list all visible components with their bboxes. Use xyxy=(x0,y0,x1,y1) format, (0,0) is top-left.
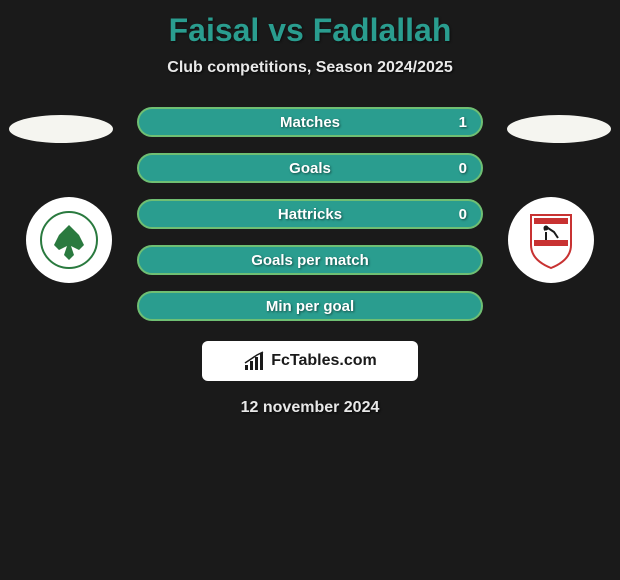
player-head-right xyxy=(507,115,611,143)
stat-row-goals-per-match: Goals per match xyxy=(137,245,483,275)
page-title: Faisal vs Fadlallah xyxy=(0,0,620,49)
stat-label: Matches xyxy=(280,114,340,131)
date-text: 12 november 2024 xyxy=(0,399,620,417)
stat-row-goals: Goals 0 xyxy=(137,153,483,183)
stat-row-matches: Matches 1 xyxy=(137,107,483,137)
stat-value: 1 xyxy=(459,114,467,131)
brand-text: FcTables.com xyxy=(271,352,377,370)
eagle-icon xyxy=(39,210,99,270)
brand-box[interactable]: FcTables.com xyxy=(202,341,418,381)
stat-label: Min per goal xyxy=(266,298,354,315)
player-head-left xyxy=(9,115,113,143)
stat-value: 0 xyxy=(459,160,467,177)
stat-label: Goals xyxy=(289,160,331,177)
main-container: Matches 1 Goals 0 Hattricks 0 Goals per … xyxy=(0,107,620,417)
club-logo-right xyxy=(508,197,594,283)
stat-row-hattricks: Hattricks 0 xyxy=(137,199,483,229)
chart-icon xyxy=(243,351,267,371)
stats-list: Matches 1 Goals 0 Hattricks 0 Goals per … xyxy=(137,107,483,321)
club-logo-left xyxy=(26,197,112,283)
brand-content: FcTables.com xyxy=(243,351,377,371)
stat-value: 0 xyxy=(459,206,467,223)
stat-label: Hattricks xyxy=(278,206,342,223)
zamalek-icon xyxy=(526,210,576,270)
stat-row-min-per-goal: Min per goal xyxy=(137,291,483,321)
stat-label: Goals per match xyxy=(251,252,369,269)
page-subtitle: Club competitions, Season 2024/2025 xyxy=(0,59,620,77)
